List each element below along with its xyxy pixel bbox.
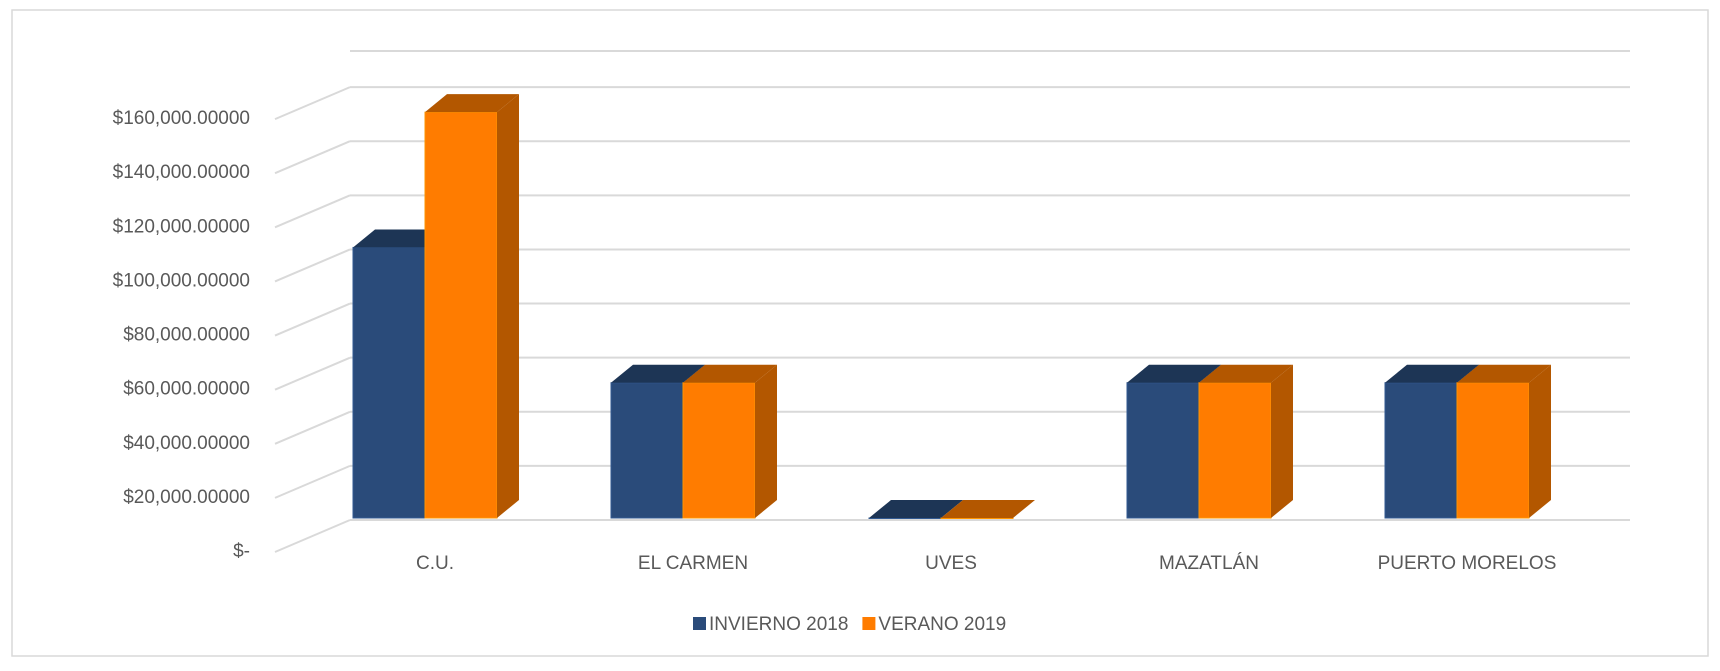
bar [682, 364, 777, 519]
bar [1198, 364, 1293, 519]
bar-front [424, 111, 498, 519]
bar-top [1457, 364, 1551, 383]
y-tick-label: $40,000.00000 [123, 433, 250, 454]
bar-top [425, 94, 519, 113]
bar-front [682, 382, 756, 519]
grid-line-side [274, 86, 351, 121]
legend-swatch [862, 617, 876, 630]
chart-border [11, 9, 1709, 657]
bar [940, 500, 1035, 519]
bar-top [353, 229, 447, 248]
bar-front [352, 246, 426, 519]
bar-top [611, 364, 705, 383]
y-tick-label: $120,000.00000 [113, 216, 250, 237]
bar-front [868, 517, 942, 519]
grid-line-side [274, 194, 351, 229]
bar-top [1385, 364, 1479, 383]
grid-line-side [274, 356, 351, 391]
bar-side [1271, 364, 1293, 518]
bar-front [1198, 382, 1272, 519]
x-tick-label: C.U. [416, 553, 454, 574]
y-tick-label: $- [233, 541, 250, 562]
bar-top [869, 500, 963, 518]
x-tick-label: UVES [925, 553, 977, 574]
x-tick-label: PUERTO MORELOS [1378, 553, 1557, 574]
legend-label: INVIERNO 2018 [709, 614, 848, 635]
legend-label: VERANO 2019 [878, 614, 1006, 635]
grid-line-side [274, 248, 351, 283]
bar-top [941, 500, 1035, 518]
grid-line-side [274, 464, 351, 499]
bar-top [1199, 364, 1293, 383]
bar [1456, 364, 1551, 519]
legend-swatch [693, 617, 706, 630]
grid-line-side [274, 140, 351, 175]
y-tick-label: $20,000.00000 [123, 487, 250, 508]
bar-front [940, 517, 1014, 519]
x-tick-label: EL CARMEN [638, 553, 748, 574]
y-tick-label: $60,000.00000 [123, 379, 250, 400]
y-tick-label: $100,000.00000 [113, 270, 250, 291]
bar-front [1456, 382, 1530, 519]
bar [424, 94, 519, 519]
grid-line-side [274, 519, 351, 553]
bar-side [1529, 364, 1551, 518]
bar-side [755, 364, 777, 518]
bar-front [1384, 382, 1458, 519]
grid-line-side [274, 410, 351, 445]
x-tick-label: MAZATLÁN [1159, 553, 1259, 574]
grid-line-side [274, 302, 351, 337]
bar-front [1126, 382, 1200, 519]
y-tick-label: $140,000.00000 [113, 162, 250, 183]
bar-top [1127, 364, 1221, 383]
bar-top [683, 364, 777, 383]
y-tick-label: $160,000.00000 [113, 108, 250, 129]
y-tick-label: $80,000.00000 [123, 325, 250, 346]
bar-side [497, 94, 519, 519]
bar-front [610, 382, 684, 519]
